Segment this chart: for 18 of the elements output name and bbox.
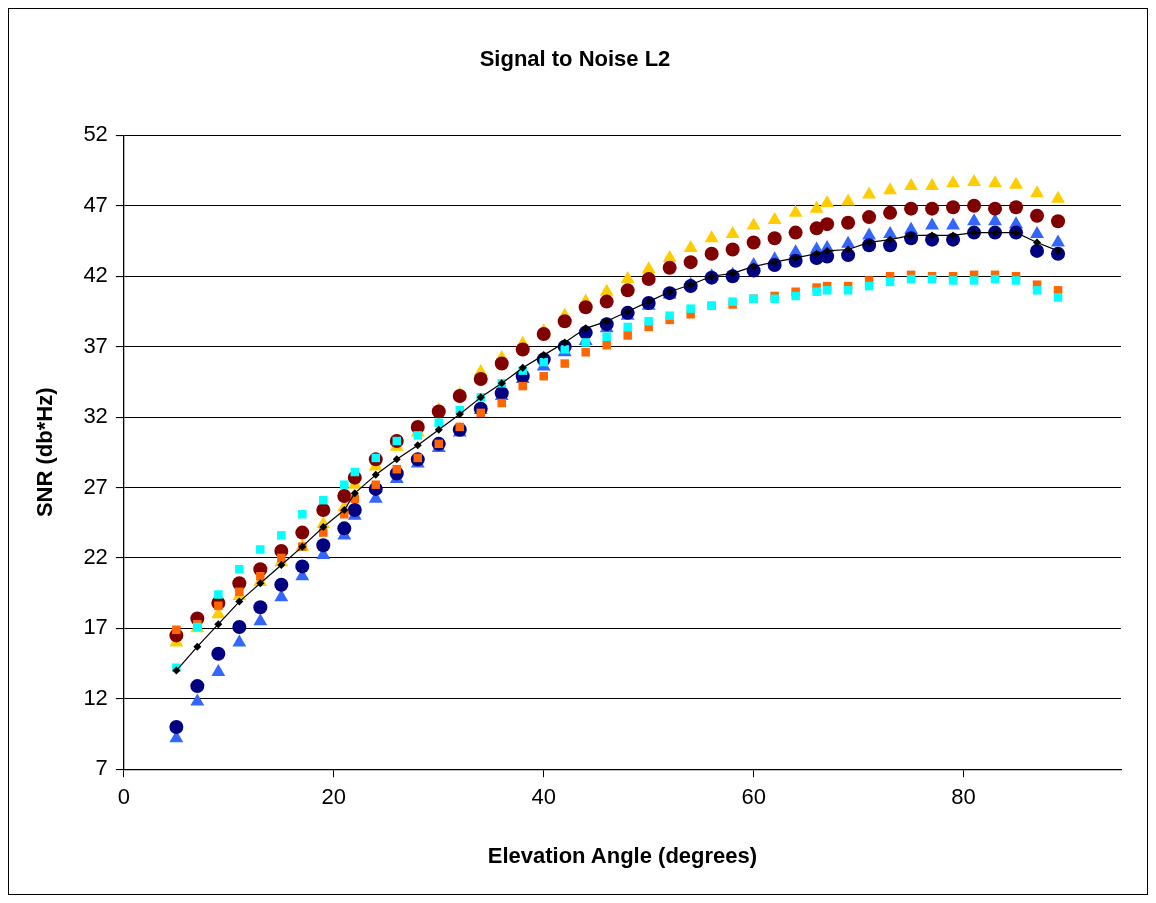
y-tick-label: 17 [83, 614, 108, 640]
x-tick-label: 80 [951, 784, 976, 810]
y-tick-label: 12 [83, 684, 108, 710]
x-tick-label: 60 [741, 784, 766, 810]
y-tick-label: 52 [83, 121, 108, 147]
x-axis-title: Elevation Angle (degrees) [487, 842, 758, 868]
y-tick-label: 7 [95, 755, 108, 781]
x-tick-label: 20 [321, 784, 347, 810]
y-tick-label: 32 [83, 403, 108, 429]
y-tick-label: 47 [83, 191, 108, 217]
y-tick-label: 27 [83, 473, 108, 499]
y-axis-title: SNR (db*Hz) [32, 387, 58, 518]
y-tick-label: 37 [83, 332, 108, 358]
chart-title: Signal to Noise L2 [479, 46, 671, 72]
y-tick-label: 22 [83, 544, 108, 569]
x-tick-label: 0 [117, 784, 130, 810]
y-tick-label: 42 [83, 262, 108, 288]
x-tick-label: 40 [531, 784, 556, 810]
